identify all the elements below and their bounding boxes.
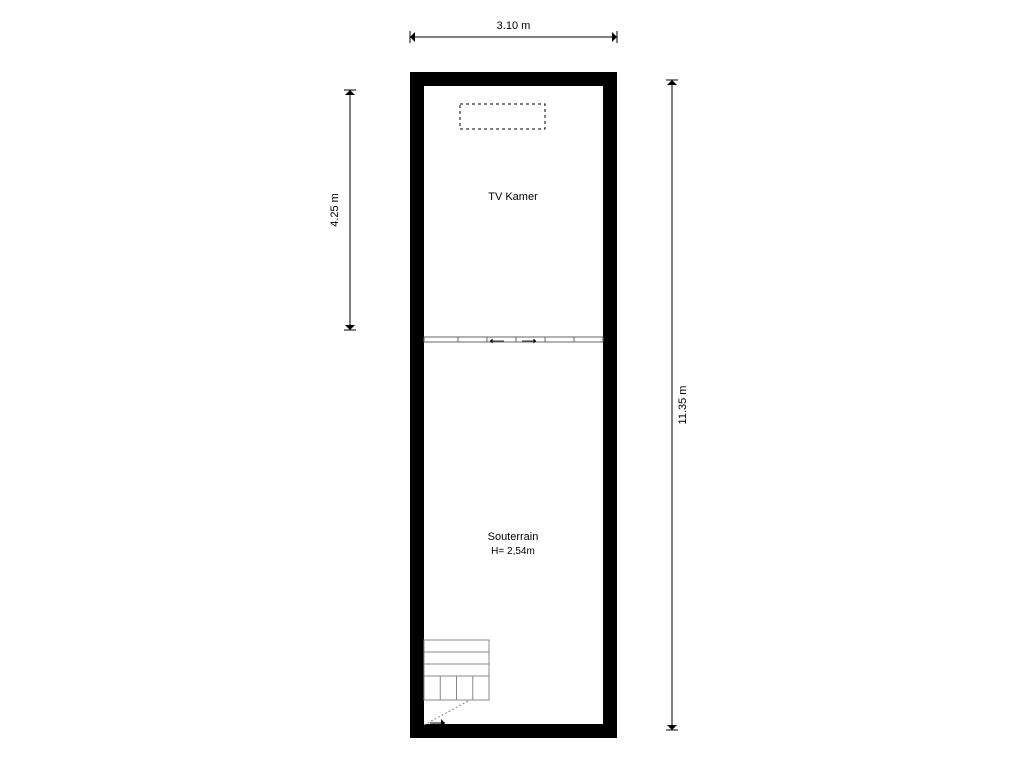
- dimension-vertical: 11.35 m: [666, 80, 689, 730]
- dimension-label: 3.10 m: [497, 20, 531, 32]
- room-subtext: H= 2,54m: [491, 546, 535, 557]
- floorplan-outline: [410, 72, 617, 738]
- room-name: TV Kamer: [488, 191, 538, 203]
- room-label: TV Kamer: [488, 191, 538, 203]
- dimension-horizontal: 3.10 m: [410, 20, 617, 43]
- dimension-label: 4.25 m: [329, 193, 341, 227]
- dimension-label: 11.35 m: [677, 386, 689, 425]
- dimension-vertical: 4.25 m: [329, 90, 356, 330]
- room-name: Souterrain: [488, 531, 539, 543]
